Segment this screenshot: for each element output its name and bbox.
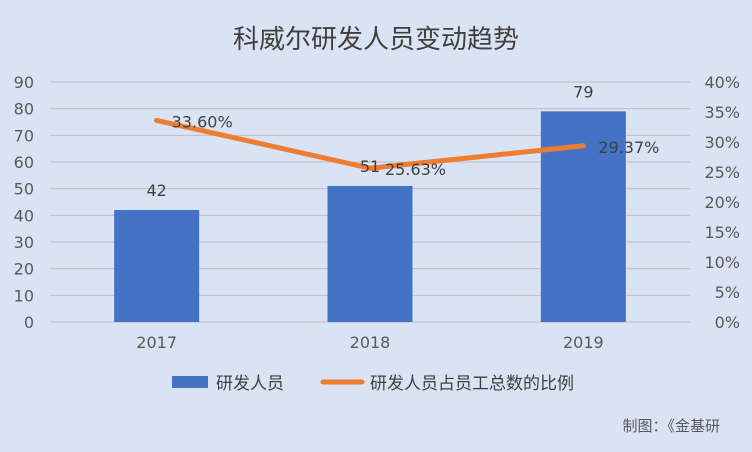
x-tick-label: 2017 — [136, 333, 177, 352]
line-value-label: 33.60% — [172, 112, 233, 131]
right-tick-label: 30% — [704, 133, 740, 152]
x-axis-ticks: 2017 2018 2019 — [136, 333, 603, 352]
left-axis-ticks: 0 10 20 30 40 50 60 70 80 90 — [14, 73, 34, 332]
line-value-label: 29.37% — [598, 138, 659, 157]
chart-title: 科威尔研发人员变动趋势 — [233, 25, 519, 55]
left-tick-label: 40 — [14, 206, 34, 225]
line-point — [154, 117, 160, 123]
right-axis-ticks: 0% 5% 10% 15% 20% 25% 30% 35% 40% — [704, 73, 740, 332]
left-tick-label: 60 — [14, 153, 34, 172]
right-tick-label: 5% — [715, 283, 740, 302]
left-tick-label: 90 — [14, 73, 34, 92]
legend-swatch-bar — [172, 376, 208, 388]
right-tick-label: 10% — [704, 253, 740, 272]
left-tick-label: 10 — [14, 286, 34, 305]
right-tick-label: 0% — [715, 313, 740, 332]
data-labels: 42 51 79 33.60% 25.63% 29.37% — [146, 82, 659, 200]
left-tick-label: 70 — [14, 126, 34, 145]
bar-value-label: 42 — [146, 181, 166, 200]
line-value-label: 25.63% — [385, 160, 446, 179]
line-point — [580, 143, 586, 149]
right-tick-label: 25% — [704, 163, 740, 182]
bar-series — [114, 111, 626, 322]
left-tick-label: 0 — [24, 313, 34, 332]
bar-value-label: 51 — [360, 157, 380, 176]
right-tick-label: 35% — [704, 103, 740, 122]
bar — [114, 210, 200, 322]
x-tick-label: 2018 — [350, 333, 391, 352]
legend: 研发人员 研发人员占员工总数的比例 — [172, 374, 574, 394]
right-tick-label: 20% — [704, 193, 740, 212]
legend-label-line: 研发人员占员工总数的比例 — [370, 374, 574, 394]
left-tick-label: 80 — [14, 100, 34, 119]
line-series — [154, 117, 586, 171]
legend-label-bar: 研发人员 — [216, 374, 284, 394]
left-tick-label: 20 — [14, 260, 34, 279]
source-note: 制图：《金基研 — [622, 417, 720, 435]
left-tick-label: 30 — [14, 233, 34, 252]
line-point — [367, 165, 373, 171]
right-tick-label: 40% — [704, 73, 740, 92]
x-tick-label: 2019 — [563, 333, 604, 352]
bar — [327, 186, 413, 322]
left-tick-label: 50 — [14, 180, 34, 199]
right-tick-label: 15% — [704, 223, 740, 242]
bar-value-label: 79 — [573, 82, 593, 101]
